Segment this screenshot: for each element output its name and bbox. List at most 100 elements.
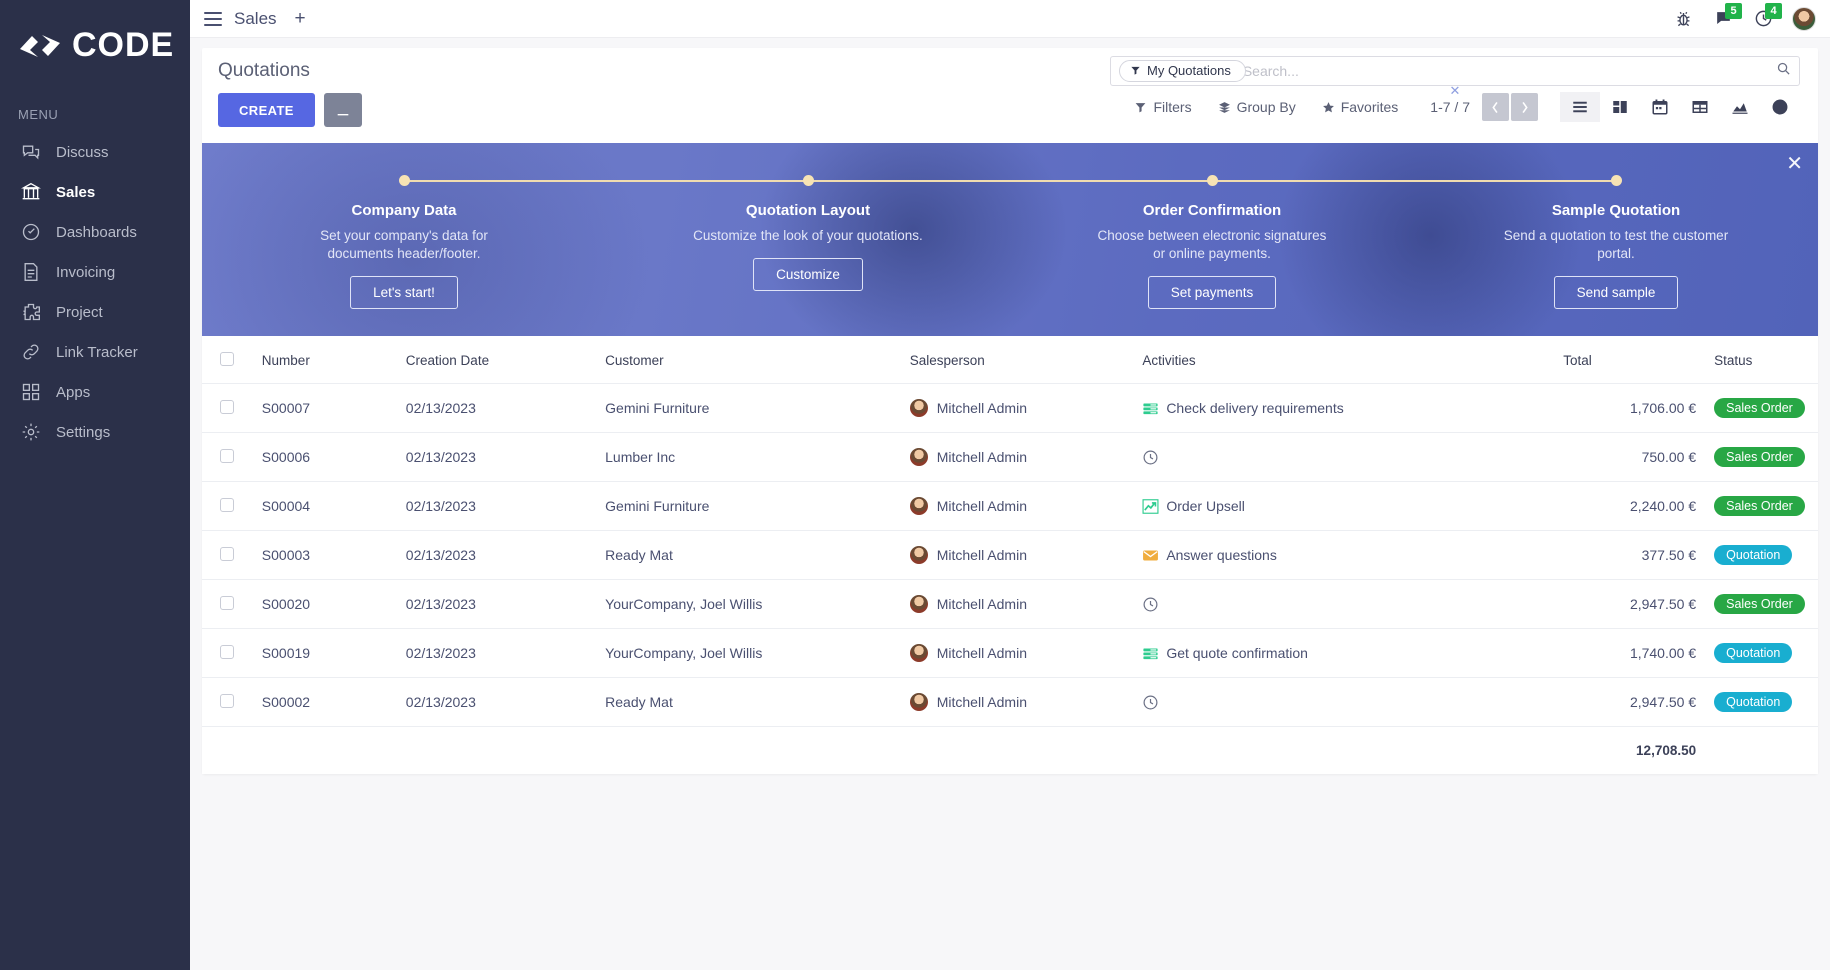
cell-activities[interactable]	[1142, 579, 1564, 629]
row-checkbox[interactable]	[220, 644, 234, 659]
green-upsell-chart-icon[interactable]	[1142, 498, 1159, 515]
table-row[interactable]: S00006 02/13/2023 Lumber Inc Mitchell Admin…	[202, 432, 1818, 482]
cell-activities[interactable]	[1142, 677, 1564, 727]
group-by-menu[interactable]: Group By	[1218, 99, 1296, 115]
clock-icon[interactable]	[1142, 694, 1159, 711]
clock-icon[interactable]	[1142, 596, 1159, 613]
table-row[interactable]: S00007 02/13/2023 Gemini Furniture Mitchell…	[202, 383, 1818, 433]
pivot-view-button[interactable]	[1680, 92, 1720, 122]
sidebar-item-invoicing[interactable]: Invoicing	[0, 252, 190, 292]
salesperson-name: Mitchell Admin	[936, 449, 1027, 465]
sidebar-item-project[interactable]: Project	[0, 292, 190, 332]
hamburger-icon[interactable]	[204, 11, 222, 26]
export-button[interactable]	[323, 93, 362, 127]
row-checkbox[interactable]	[220, 693, 234, 708]
calendar-view-button[interactable]	[1640, 92, 1680, 122]
search-input[interactable]: Search...	[1242, 63, 1299, 79]
cell-number[interactable]: S00004	[261, 481, 406, 531]
close-icon[interactable]: ✕	[1786, 153, 1803, 175]
search-icon[interactable]	[1776, 61, 1791, 81]
cell-activities[interactable]: Order Upsell	[1142, 481, 1564, 531]
cell-total: 2,947.50 €	[1563, 677, 1697, 727]
cell-number[interactable]: S00019	[261, 628, 406, 678]
sidebar-item-settings[interactable]: Settings	[0, 412, 190, 452]
select-all-checkbox[interactable]	[220, 352, 234, 366]
control-panel: Quotations CREATE	[202, 48, 1818, 137]
row-checkbox[interactable]	[220, 546, 234, 561]
cell-activities[interactable]: Get quote confirmation	[1142, 628, 1564, 678]
facet-label: My Quotations	[1147, 63, 1231, 78]
orange-envelope-icon[interactable]	[1142, 547, 1159, 564]
green-todo-list-icon[interactable]	[1142, 645, 1159, 662]
cell-total: 377.50 €	[1563, 530, 1697, 580]
salesperson-name: Mitchell Admin	[936, 498, 1027, 514]
set-payments-button[interactable]: Set payments	[1147, 276, 1277, 310]
search-box[interactable]: My Quotations ✕ Search...	[1110, 56, 1800, 98]
messages-icon[interactable]: 5	[1712, 2, 1742, 30]
table-row[interactable]: S00020 02/13/2023 YourCompany, Joel Willis…	[202, 579, 1818, 629]
step-connector	[1212, 180, 1616, 182]
cell-activities[interactable]	[1142, 432, 1564, 482]
cell-number[interactable]: S00007	[261, 383, 406, 433]
kanban-view-button[interactable]	[1600, 92, 1640, 122]
column-header-customer[interactable]: Customer	[605, 336, 910, 384]
table-footer-row: 12,708.50	[202, 727, 1818, 775]
facet-remove-icon[interactable]: ✕	[1449, 83, 1461, 98]
footer-total: 12,708.50	[1636, 743, 1697, 758]
row-checkbox[interactable]	[220, 399, 234, 414]
column-header-status[interactable]: Status	[1696, 336, 1818, 384]
column-header-number[interactable]: Number	[261, 336, 406, 384]
step-description: Choose between electronic signatures or …	[1097, 228, 1327, 262]
layers-icon	[1218, 101, 1230, 113]
clock-icon[interactable]	[1142, 449, 1159, 466]
graph-view-button[interactable]	[1720, 92, 1760, 122]
cell-number[interactable]: S00020	[261, 579, 406, 629]
table-row[interactable]: S00019 02/13/2023 YourCompany, Joel Willis…	[202, 628, 1818, 678]
column-header-salesperson[interactable]: Salesperson	[909, 336, 1143, 384]
list-view-button[interactable]	[1560, 92, 1600, 122]
cell-activities[interactable]: Answer questions	[1142, 530, 1564, 580]
sidebar-item-sales[interactable]: Sales	[0, 172, 190, 212]
cell-number[interactable]: S00002	[261, 677, 406, 727]
search-facet-my-quotations[interactable]: My Quotations	[1119, 60, 1246, 82]
activities-clock-icon[interactable]: 4	[1752, 2, 1782, 30]
lets-start-button[interactable]: Let's start!	[350, 276, 458, 310]
row-checkbox[interactable]	[220, 595, 234, 610]
add-new-icon[interactable]: +	[294, 8, 306, 29]
filters-menu[interactable]: Filters	[1134, 99, 1192, 115]
cell-status: Sales Order	[1696, 432, 1818, 482]
filters-label: Filters	[1153, 99, 1192, 115]
row-checkbox[interactable]	[220, 448, 234, 463]
green-todo-list-icon[interactable]	[1142, 400, 1159, 417]
user-avatar[interactable]	[1792, 6, 1816, 31]
column-header-creation-date[interactable]: Creation Date	[405, 336, 606, 384]
pager-next-button[interactable]	[1511, 93, 1538, 121]
customize-button[interactable]: Customize	[753, 258, 863, 292]
cell-number[interactable]: S00006	[261, 432, 406, 482]
sidebar-item-dashboards[interactable]: Dashboards	[0, 212, 190, 252]
table-row[interactable]: S00003 02/13/2023 Ready Mat Mitchell Admin A…	[202, 530, 1818, 580]
sidebar-item-link-tracker[interactable]: Link Tracker	[0, 332, 190, 372]
column-header-total[interactable]: Total	[1563, 336, 1697, 384]
bug-icon[interactable]	[1672, 8, 1694, 30]
sidebar-item-discuss[interactable]: Discuss	[0, 132, 190, 172]
cell-status: Quotation	[1696, 677, 1818, 727]
table-row[interactable]: S00002 02/13/2023 Ready Mat Mitchell Admin 2…	[202, 677, 1818, 727]
cell-activities[interactable]: Check delivery requirements	[1142, 383, 1564, 433]
pager-previous-button[interactable]	[1482, 93, 1509, 121]
calendar-icon	[1652, 99, 1668, 115]
favorites-menu[interactable]: Favorites	[1322, 99, 1398, 115]
topbar-app-title[interactable]: Sales	[234, 8, 277, 28]
pager-label[interactable]: 1-7 / 7	[1430, 99, 1470, 115]
column-header-activities[interactable]: Activities	[1142, 336, 1564, 384]
sidebar-item-apps[interactable]: Apps	[0, 372, 190, 412]
cell-number[interactable]: S00003	[261, 530, 406, 580]
send-sample-button[interactable]: Send sample	[1553, 276, 1679, 310]
table-row[interactable]: S00004 02/13/2023 Gemini Furniture Mitchell…	[202, 481, 1818, 531]
brand[interactable]: CODE	[0, 18, 190, 65]
step-dot	[398, 175, 410, 186]
activity-view-button[interactable]	[1760, 92, 1800, 122]
create-button[interactable]: CREATE	[218, 93, 315, 127]
row-checkbox[interactable]	[220, 497, 234, 512]
onboarding-step-quotation-layout: Quotation Layout Customize the look of y…	[606, 175, 1212, 336]
